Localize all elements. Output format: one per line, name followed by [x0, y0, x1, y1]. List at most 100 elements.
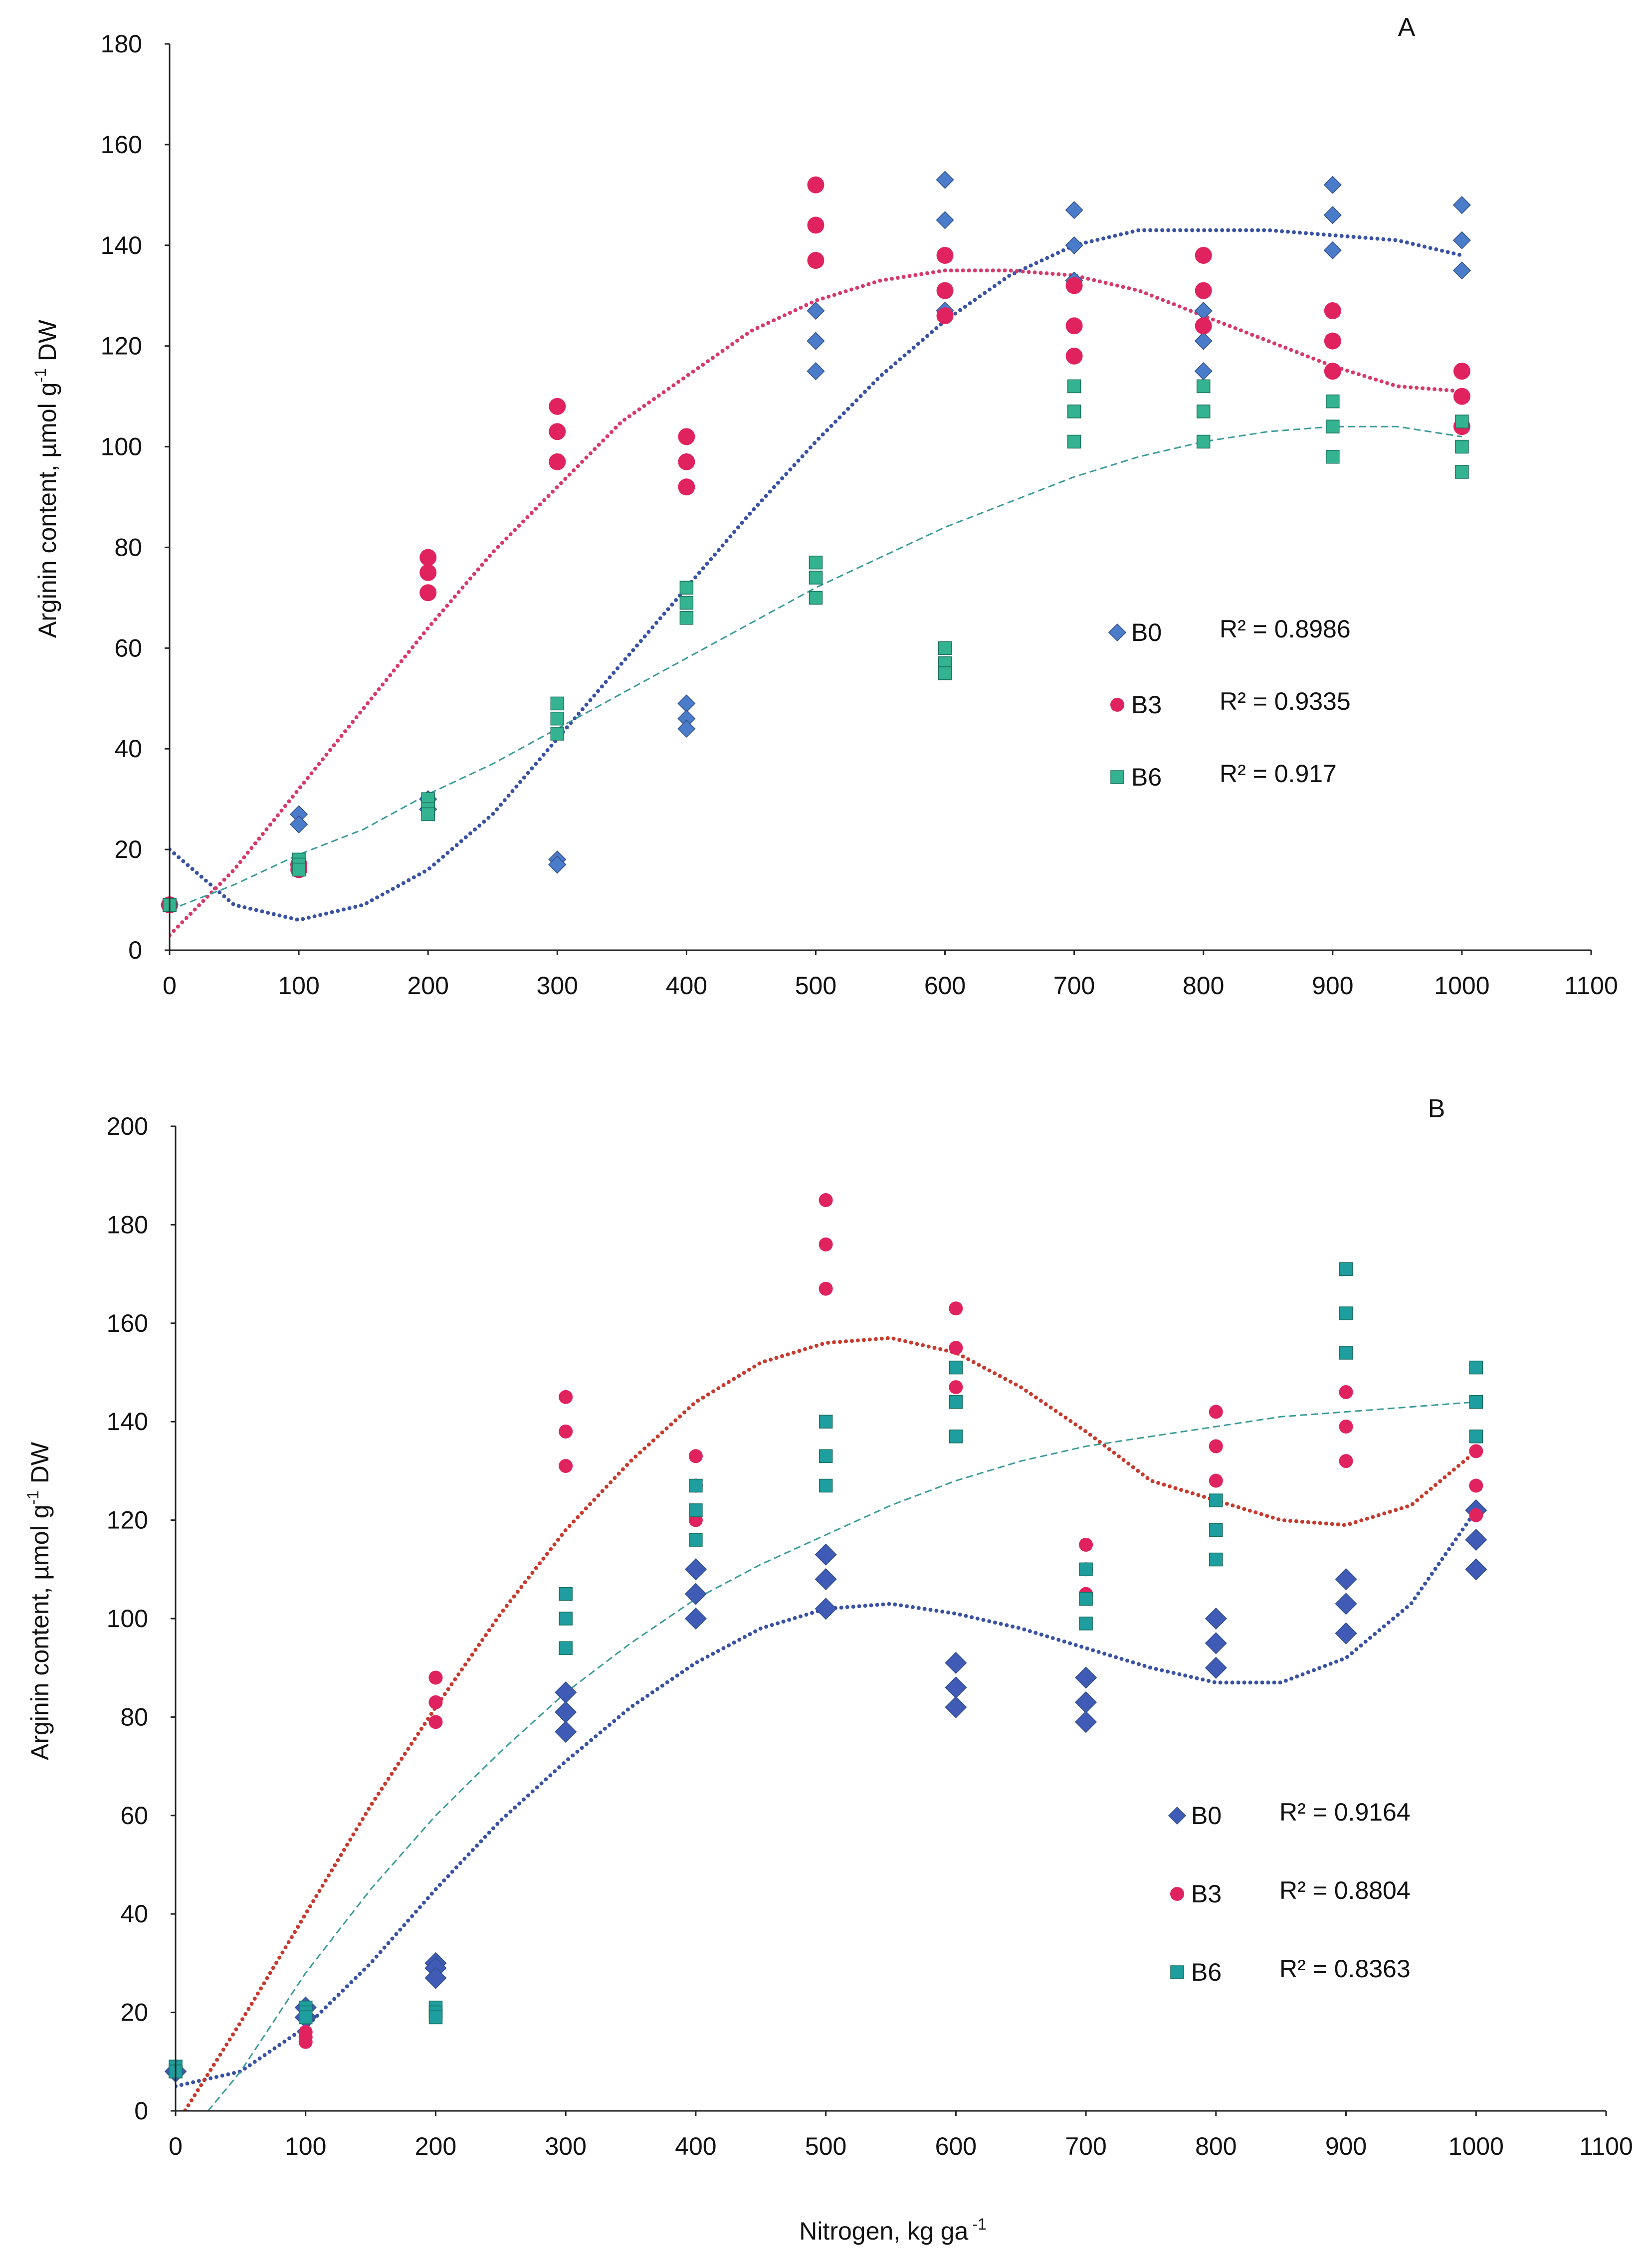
panel-a-point-b3-24 — [1195, 246, 1212, 264]
panel-a-point-b0-22 — [1065, 236, 1083, 254]
panel-a-legend-r2-b0: R² = 0.8986 — [1220, 615, 1351, 643]
panel-b-point-b3-19 — [949, 1341, 963, 1355]
panel-a-point-b0-15 — [807, 301, 825, 320]
panel-b-x-tick-label-0: 0 — [169, 2132, 183, 2160]
panel-a-x-tick-label-500: 500 — [795, 972, 836, 1000]
panel-b-y-tick-label-20: 20 — [120, 1999, 148, 2027]
panel-b-point-b0-15 — [815, 1543, 837, 1566]
panel-a-x-tick-label-400: 400 — [666, 972, 707, 1000]
panel-b-point-b6-14 — [689, 1533, 703, 1547]
panel-b-x-tick-label-200: 200 — [415, 2132, 456, 2160]
panel-b-point-b0-28 — [1335, 1593, 1357, 1615]
panel-b-point-b3-8 — [428, 1715, 443, 1729]
panel-b-trendlines — [176, 1336, 1478, 2111]
panel-b-point-b6-9 — [559, 1587, 573, 1601]
panel-a-point-b6-14 — [679, 611, 694, 625]
x-axis-title: Nitrogen, kg ga -1 — [799, 2215, 987, 2245]
panel-b-y-tick-label-140: 140 — [107, 1408, 148, 1436]
panel-a-point-b6-30 — [1455, 414, 1469, 428]
panel-a-y-tick-label-180: 180 — [101, 30, 142, 58]
panel-a-legend: B0 R² = 0.8986 B3 R² = 0.9335 B6 R² = 0.917 — [1108, 615, 1351, 791]
panel-a-point-b3-22 — [1065, 317, 1083, 335]
panel-b-point-b6-29 — [1339, 1346, 1353, 1360]
panel-a-point-b6-32 — [1455, 465, 1469, 479]
panel-b-point-b6-30 — [1469, 1360, 1483, 1375]
panel-a-legend-label-b3: B3 — [1131, 691, 1162, 719]
panel-a-point-b0-27 — [1323, 176, 1342, 194]
panel-b-point-b3-16 — [819, 1237, 833, 1251]
panel-a-y-tick-label-160: 160 — [101, 131, 142, 159]
panel-b-y-axis-title-sup: -1 — [24, 1490, 42, 1504]
panel-b-point-b3-28 — [1339, 1420, 1353, 1434]
panel-a-point-b3-27 — [1324, 302, 1341, 320]
panel-a-legend-marker-b6 — [1110, 770, 1124, 784]
panel-b-point-b6-26 — [1209, 1552, 1223, 1567]
panel-b-y-axis-title-suffix: DW — [26, 1442, 54, 1490]
panel-b-point-b3-9 — [559, 1390, 573, 1404]
panel-a-point-b6-21 — [1067, 379, 1081, 394]
panel-a-point-b3-30 — [1453, 363, 1470, 380]
panel-b-point-b3-30 — [1469, 1444, 1483, 1458]
panel-b-point-b0-18 — [945, 1651, 967, 1674]
panel-a-point-b6-17 — [809, 591, 823, 605]
panel-b-x-tick-label-1100: 1100 — [1579, 2132, 1633, 2160]
panel-a-point-b6-11 — [550, 727, 565, 741]
panel-a-point-b0-32 — [1452, 261, 1471, 280]
panel-b-point-b0-29 — [1335, 1622, 1357, 1645]
panel-b-point-b3-12 — [688, 1449, 703, 1463]
panel-a-point-b3-29 — [1324, 363, 1341, 380]
panel-a-point-b3-20 — [936, 307, 954, 325]
panel-b-x-tick-label-900: 900 — [1325, 2132, 1367, 2160]
panel-b-point-b3-20 — [949, 1380, 963, 1395]
panel-a-legend-marker-b0 — [1108, 623, 1127, 642]
panel-a-point-b6-10 — [550, 711, 565, 726]
panel-b-point-b6-5 — [298, 2010, 313, 2025]
panel-a-point-b3-19 — [936, 282, 954, 299]
panel-b-x-tick-label-1000: 1000 — [1448, 2132, 1504, 2160]
panel-b-point-b3-18 — [949, 1301, 963, 1316]
panel-a-point-b3-25 — [1195, 282, 1212, 299]
panel-a-point-b6-26 — [1196, 434, 1211, 449]
panel-a-point-b3-18 — [936, 246, 954, 264]
panel-b-point-b6-22 — [1079, 1592, 1093, 1606]
panel-b-point-b6-31 — [1469, 1395, 1483, 1409]
panel-a-point-b3-17 — [807, 252, 824, 269]
panel-b-point-b3-11 — [559, 1459, 573, 1473]
panel-a-point-b0-31 — [1452, 231, 1471, 249]
panel-b-x-tick-label-300: 300 — [545, 2132, 586, 2160]
panel-b-x-tick-label-400: 400 — [675, 2132, 716, 2160]
panel-a-points — [160, 171, 1471, 914]
panel-b-point-b3-27 — [1339, 1385, 1353, 1399]
panel-b-point-b0-31 — [1465, 1529, 1487, 1551]
panel-b-point-b6-27 — [1339, 1262, 1353, 1276]
panel-a-point-b0-18 — [936, 171, 954, 189]
panel-a-ticks: 0 20 40 60 80 100 120 140 160 180 0 100 200 300 400 500… — [101, 30, 1618, 1000]
panel-b-point-b3-10 — [559, 1424, 573, 1439]
panel-b-point-b6-17 — [819, 1478, 833, 1493]
panel-b-legend-label-b0: B0 — [1191, 1802, 1222, 1830]
panel-a-x-tick-label-800: 800 — [1183, 972, 1224, 1000]
panel-b-point-b6-12 — [689, 1478, 703, 1493]
panel-b-point-b6-11 — [559, 1641, 573, 1655]
panel-b-point-b3-26 — [1209, 1473, 1223, 1488]
panel-a-label: A — [1398, 13, 1416, 42]
panel-a-point-b3-21 — [1065, 277, 1083, 294]
panel-b-x-tick-label-700: 700 — [1065, 2132, 1106, 2160]
panel-b-point-b0-16 — [815, 1568, 837, 1591]
panel-b-point-b3-29 — [1339, 1454, 1353, 1468]
panel-b-point-b3-24 — [1209, 1405, 1223, 1419]
panel-b-legend: B0 R² = 0.9164 B3 R² = 0.8804 B6 R² = 0.8363 — [1168, 1798, 1411, 1986]
panel-b-legend-label-b6: B6 — [1191, 1958, 1222, 1986]
panel-b-y-tick-label-120: 120 — [107, 1506, 148, 1534]
panel-a-trendlines — [170, 228, 1464, 937]
panel-a-trendline-b3 — [170, 268, 1464, 937]
panel-b-label: B — [1428, 1094, 1445, 1123]
panel-a-point-b0-17 — [807, 362, 825, 381]
panel-a-point-b3-28 — [1324, 332, 1341, 350]
panel-b-point-b3-7 — [428, 1695, 443, 1709]
panel-a-point-b0-11 — [548, 855, 567, 874]
x-axis-title-main: Nitrogen, kg ga — [799, 2217, 968, 2245]
panel-b-x-tick-label-800: 800 — [1195, 2132, 1236, 2160]
panel-b-legend-r2-b6: R² = 0.8363 — [1279, 1955, 1411, 1983]
panel-a-y-tick-label-140: 140 — [101, 231, 142, 259]
